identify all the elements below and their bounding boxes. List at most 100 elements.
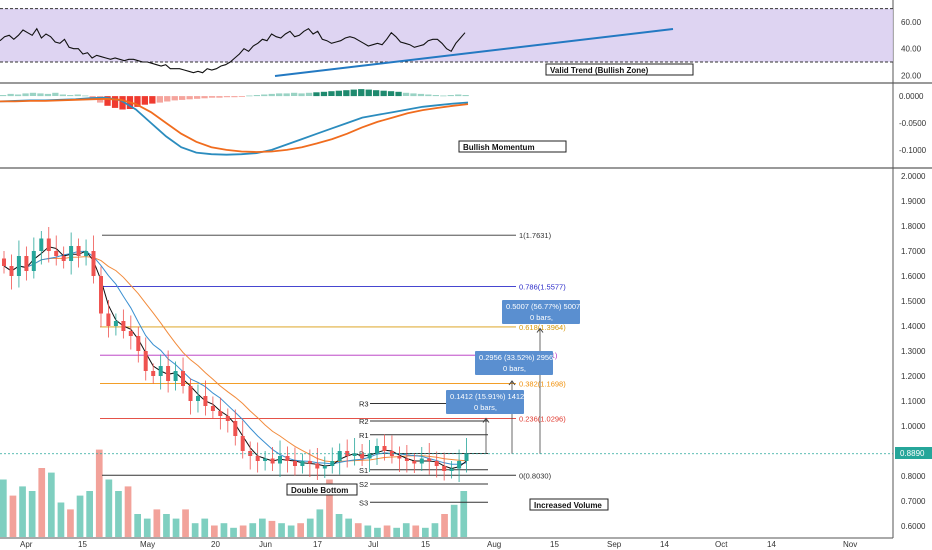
- candle-body: [270, 458, 275, 464]
- time-tick-label: 20: [211, 540, 220, 549]
- candle-body: [106, 313, 111, 326]
- price-tick-label: 1.0000: [901, 422, 926, 431]
- measure-box[interactable]: [475, 351, 553, 375]
- volume-bar: [335, 514, 343, 537]
- pivot-label: R3: [359, 400, 369, 409]
- volume-bar: [9, 495, 17, 537]
- rsi-trendline[interactable]: [274, 28, 674, 77]
- rsi-annotation-label: Valid Trend (Bullish Zone): [550, 66, 649, 75]
- double-bottom-box[interactable]: [286, 483, 358, 496]
- candle-body: [360, 453, 365, 459]
- candle-body: [76, 246, 81, 256]
- pivot-label: R2: [359, 417, 369, 426]
- volume-bar: [19, 486, 26, 537]
- fib-level-label: 0.236(1.0296): [519, 415, 566, 424]
- candle-body: [307, 461, 312, 464]
- volume-bar: [345, 518, 352, 537]
- macd-histogram-bar: [276, 93, 283, 97]
- macd-histogram-bar: [455, 94, 462, 97]
- rsi-tick-label: 40.00: [901, 45, 922, 54]
- price-tick-label: 1.1000: [901, 397, 926, 406]
- price-tick-label: 1.3000: [901, 347, 926, 356]
- macd-histogram-bar: [186, 96, 193, 100]
- price-tick-label: 1.4000: [901, 322, 926, 331]
- candle-body: [54, 251, 59, 256]
- pivot-label: S2: [359, 480, 368, 489]
- candle-body: [143, 351, 148, 371]
- fib-level-label: 0.618(1.3964): [519, 323, 566, 332]
- macd-histogram-bar: [432, 95, 439, 97]
- macd-histogram-bar: [59, 94, 66, 97]
- volume-bar: [297, 523, 304, 537]
- volume-bar: [249, 523, 257, 537]
- rsi-line: [0, 27, 466, 74]
- volume-bar: [412, 525, 420, 537]
- volume-bar: [191, 523, 199, 537]
- macd-histogram-bar: [268, 93, 275, 97]
- macd-histogram-bar: [358, 89, 365, 97]
- candle-body: [382, 446, 387, 451]
- volume-bar: [230, 527, 237, 537]
- measure-bars-label: 0 bars,: [474, 403, 497, 412]
- macd-annotation-label: Bullish Momentum: [463, 143, 535, 152]
- macd-histogram-bar: [156, 96, 163, 103]
- candle-body: [352, 453, 357, 456]
- macd-histogram-bar: [179, 96, 186, 100]
- volume-bar: [57, 502, 65, 537]
- candle-body: [188, 386, 193, 401]
- candle-body: [16, 256, 21, 276]
- pivot-label: S3: [359, 498, 368, 507]
- measure-box[interactable]: [446, 390, 524, 414]
- candle-body: [322, 466, 327, 469]
- measure-arrowhead: [536, 327, 544, 333]
- volume-bar: [402, 523, 410, 537]
- volume-bar: [278, 523, 285, 537]
- candle-body: [136, 336, 141, 351]
- volume-bar: [220, 523, 228, 537]
- rsi-tick-label: 60.00: [901, 18, 922, 27]
- volume-bar: [143, 518, 151, 537]
- volume-bar: [211, 525, 218, 537]
- candle-body: [449, 468, 454, 471]
- candle-body: [128, 331, 133, 336]
- macd-tick-label: 0.0000: [899, 92, 924, 101]
- volume-bar: [326, 479, 333, 537]
- volume-bar: [460, 491, 468, 537]
- candle-body: [375, 446, 379, 454]
- candle-body: [397, 456, 402, 459]
- macd-signal-line: [0, 97, 469, 153]
- price-tick-label: 1.6000: [901, 272, 926, 281]
- price-axis: 2.0000 1.9000 1.8000 1.7000 1.6000 1.5000 1.40…: [901, 172, 926, 531]
- measure-box[interactable]: [502, 300, 580, 324]
- time-tick-label: 14: [767, 540, 776, 549]
- price-measurement-tools[interactable]: 0.5007 (56.77%) 5007 0 bars, 0.2956 (33.52…: [446, 300, 580, 454]
- candle-body: [464, 453, 469, 461]
- macd-histogram-bar: [395, 91, 402, 97]
- measure-arrowhead: [508, 380, 516, 386]
- volume-bar: [172, 518, 180, 537]
- macd-histogram-bar: [7, 93, 14, 97]
- macd-histogram-bar: [387, 91, 395, 96]
- macd-histogram-bar: [194, 96, 201, 99]
- price-tick-label: 1.2000: [901, 372, 926, 381]
- macd-histogram-bar: [365, 89, 372, 97]
- macd-histogram-bar: [343, 90, 350, 97]
- macd-histogram-bar: [37, 93, 44, 97]
- macd-histogram-bar: [111, 96, 119, 108]
- volume-bar: [287, 525, 295, 537]
- double-bottom-label: Double Bottom: [291, 486, 348, 495]
- macd-histogram-bar: [246, 95, 253, 97]
- increased-volume-label: Increased Volume: [534, 501, 602, 510]
- volume-bar: [259, 518, 266, 537]
- macd-annotation-box[interactable]: [458, 140, 567, 153]
- candle-body: [69, 246, 74, 261]
- rsi-annotation-box[interactable]: [545, 63, 694, 76]
- volume-bar: [86, 491, 93, 537]
- candle-body: [285, 456, 290, 461]
- candle-body: [196, 396, 200, 401]
- macd-histogram-bar: [291, 92, 298, 96]
- macd-histogram-bar: [253, 95, 260, 97]
- increased-volume-box[interactable]: [529, 498, 609, 511]
- candle-body: [210, 406, 215, 411]
